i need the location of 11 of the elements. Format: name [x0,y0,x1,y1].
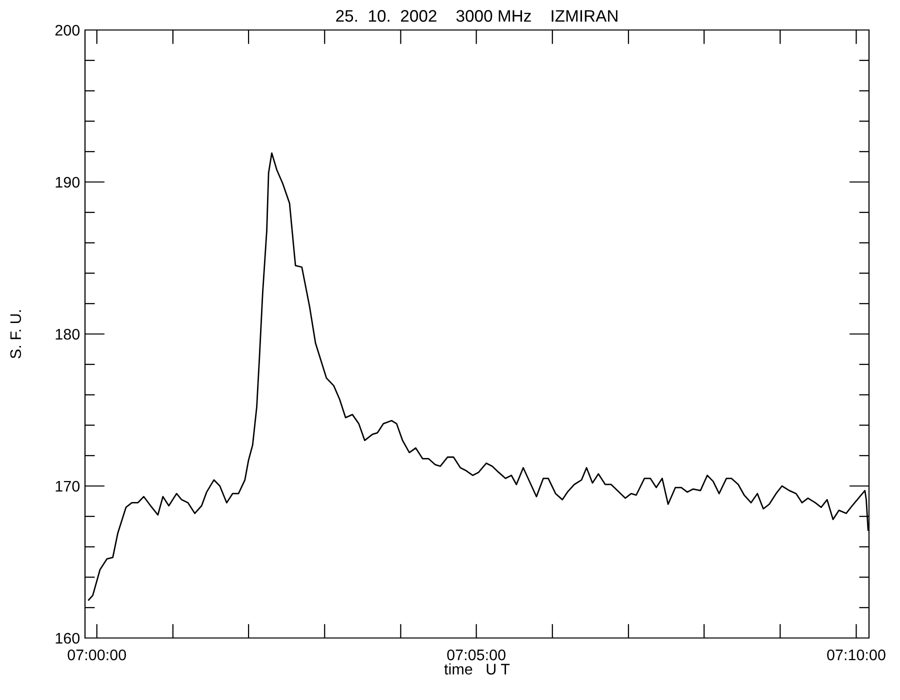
chart-title: 25. 10. 2002 3000 MHz IZMIRAN [336,10,618,22]
x-tick-label: 07:05:00 [447,650,506,660]
x-tick-label: 07:10:00 [827,650,886,660]
y-tick-label: 170 [56,480,80,492]
y-tick-label: 180 [56,328,80,340]
y-tick-label: 200 [55,24,80,36]
y-tick-label: 190 [56,176,80,188]
y-axis-title: S. F. U. [10,310,22,358]
x-axis-title: time U T [444,663,510,675]
y-tick-label: 160 [56,632,80,644]
x-tick-label: 07:00:00 [68,650,126,660]
